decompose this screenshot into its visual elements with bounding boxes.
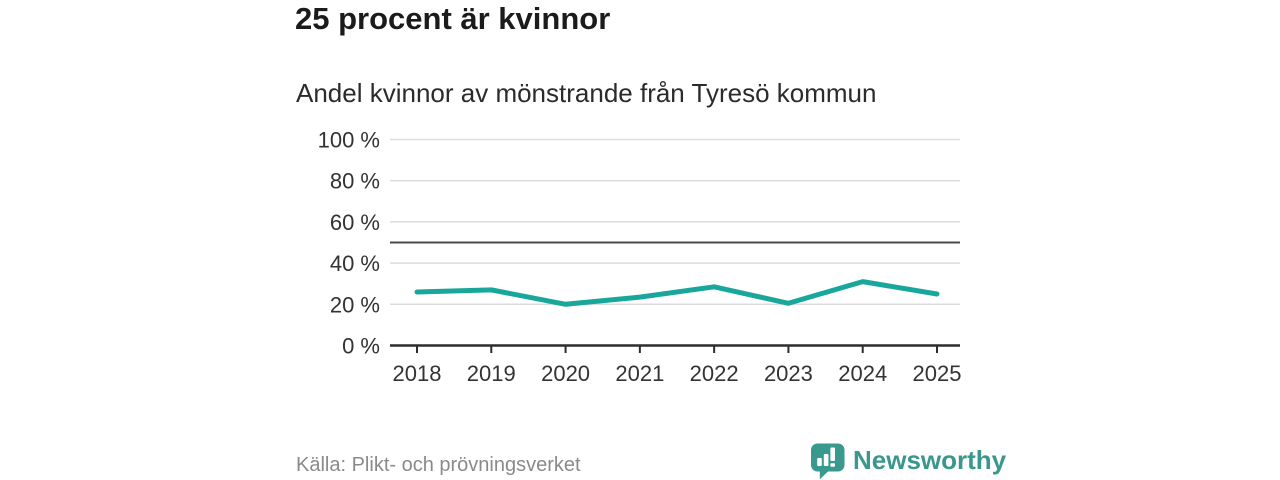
x-tick-label: 2024 xyxy=(838,361,887,386)
y-tick-label: 0 % xyxy=(342,334,380,359)
bar-short xyxy=(817,458,822,466)
y-tick-label: 20 % xyxy=(330,292,380,317)
x-tick-label: 2020 xyxy=(541,361,590,386)
y-axis-labels: 0 % 20 % 40 % 60 % 80 % 100 % xyxy=(318,128,380,359)
x-tick-label: 2018 xyxy=(393,361,442,386)
data-line xyxy=(414,279,940,307)
x-axis xyxy=(390,344,960,353)
x-tick-label: 2021 xyxy=(615,361,664,386)
bar-medium xyxy=(823,454,829,466)
exclamation-dot xyxy=(830,463,835,467)
y-tick-label: 40 % xyxy=(330,251,380,276)
newsworthy-logo: Newsworthy xyxy=(811,443,1006,480)
x-tick-label: 2019 xyxy=(467,361,516,386)
x-axis-labels: 2018 2019 2020 2021 2022 2023 2024 2025 xyxy=(393,361,962,386)
y-tick-label: 100 % xyxy=(318,128,380,153)
x-tick-label: 2023 xyxy=(764,361,813,386)
x-tick-label: 2022 xyxy=(690,361,739,386)
line-chart: 0 % 20 % 40 % 60 % 80 % 100 % 2018 2019 2020 2021… xyxy=(318,128,962,387)
chart-subtitle: Andel kvinnor av mönstrande från Tyresö … xyxy=(296,78,877,108)
exclamation-bar xyxy=(830,447,835,461)
gridlines xyxy=(390,138,960,306)
newsworthy-wordmark: Newsworthy xyxy=(853,444,1007,475)
source-note: Källa: Plikt- och prövningsverket xyxy=(296,454,581,476)
chart-title: 25 procent är kvinnor xyxy=(295,1,611,36)
newsworthy-icon xyxy=(811,443,845,480)
x-tick-label: 2025 xyxy=(913,361,962,386)
y-tick-label: 60 % xyxy=(330,210,380,235)
y-tick-label: 80 % xyxy=(330,169,380,194)
